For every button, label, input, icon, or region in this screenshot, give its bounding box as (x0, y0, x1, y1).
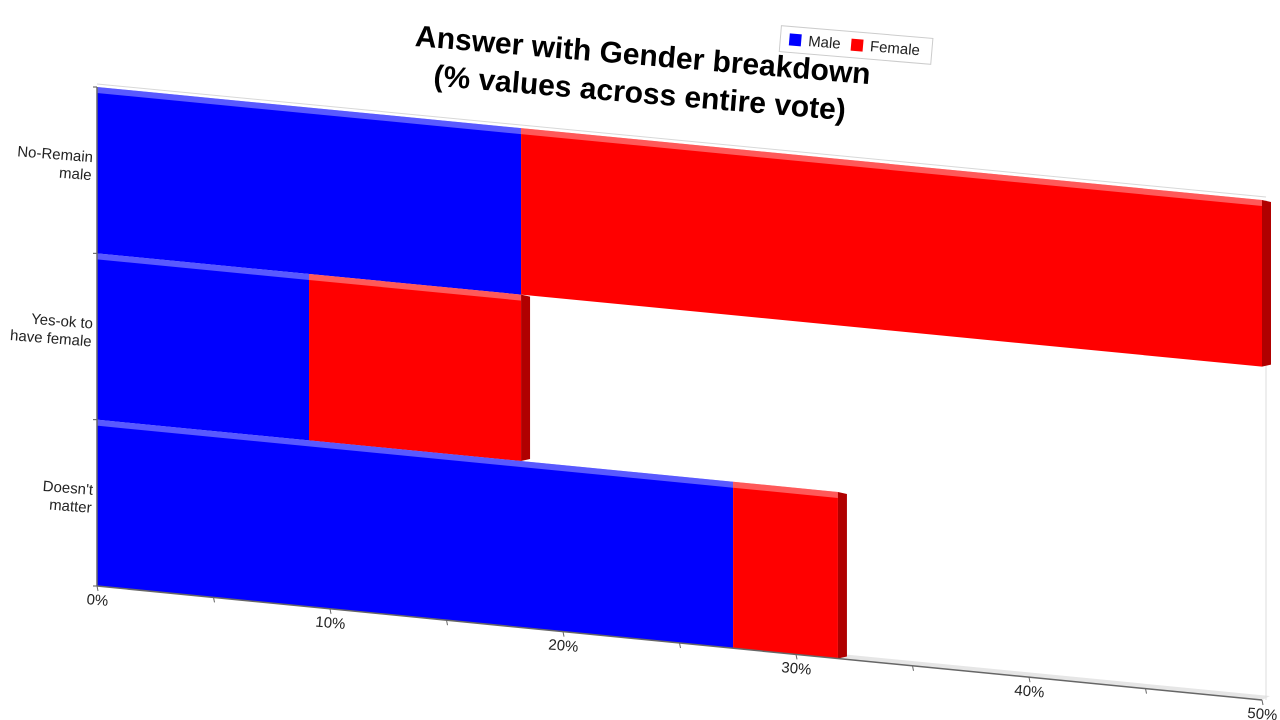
category-label-0-line-0: No-Remain (17, 143, 94, 166)
bar-female-1 (309, 273, 522, 462)
category-label-2-line-0: Doesn't (42, 478, 94, 499)
legend-swatch-female (850, 38, 864, 52)
x-tick-7 (912, 665, 914, 671)
x-tick-label-2: 20% (548, 636, 579, 655)
x-tick-label-1: 10% (315, 614, 346, 633)
category-label-2-line-1: matter (49, 497, 93, 517)
legend-label-female: Female (869, 38, 920, 59)
bar-male-2 (97, 419, 734, 649)
x-tick-0 (96, 585, 99, 592)
x-tick-label-3: 30% (781, 659, 812, 678)
legend: Male Female (778, 25, 934, 65)
bar-side-1 (521, 294, 531, 462)
bar-side-0 (1262, 200, 1271, 367)
x-tick-9 (1145, 688, 1147, 694)
bar-highlight-female-0 (521, 128, 1262, 206)
x-tick-label-0: 0% (86, 591, 109, 610)
bar-highlight-male-1 (97, 253, 310, 280)
x-tick-label-5: 50% (1247, 705, 1278, 720)
x-tick-1 (213, 597, 215, 603)
bar-highlight-female-1 (309, 273, 522, 301)
category-label-1-line-0: Yes-ok to (31, 311, 94, 333)
bar-male-1 (97, 253, 310, 441)
bar-male-0 (97, 87, 522, 295)
bar-highlight-male-0 (97, 87, 522, 135)
bar-female-0 (521, 128, 1262, 367)
bar-highlight-female-2 (733, 481, 838, 498)
bar-side-2 (837, 491, 847, 659)
plot-top-border (96, 83, 1267, 198)
category-label-1-line-1: have female (9, 327, 92, 350)
x-tick-3 (446, 620, 448, 626)
x-tick-10 (1261, 699, 1264, 706)
legend-swatch-male (788, 33, 802, 47)
x-tick-2 (329, 608, 332, 614)
bar-female-2 (733, 481, 838, 659)
x-tick-4 (562, 631, 565, 637)
x-tick-5 (679, 642, 681, 649)
legend-label-male: Male (807, 33, 841, 53)
x-tick-8 (1028, 677, 1031, 683)
x-tick-label-4: 40% (1014, 682, 1045, 701)
category-label-0-line-1: male (58, 165, 92, 184)
bar-highlight-male-2 (97, 419, 734, 488)
x-tick-6 (795, 654, 798, 660)
